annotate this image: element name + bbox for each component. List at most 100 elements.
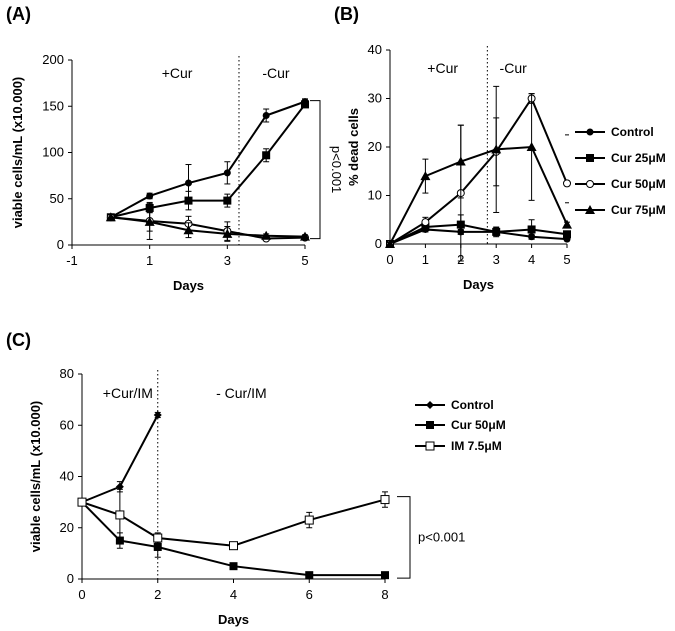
c-data-point — [229, 541, 238, 551]
b-plot — [385, 46, 572, 262]
panel-a-x-axis-title: Days — [173, 278, 204, 293]
panel-b-annotation-minus-cur: -Cur — [500, 60, 528, 76]
b-data-point — [526, 142, 537, 151]
panel-a-xtick: 5 — [301, 253, 308, 268]
panel-c-xtick: 6 — [306, 587, 313, 602]
a-data-point — [146, 192, 154, 200]
panel-b-x-axis-title: Days — [463, 277, 494, 292]
panel-a-y-axis-title: viable cells/mL (x10.000) — [10, 77, 25, 229]
a-data-point — [222, 228, 233, 238]
c-legend-entry — [415, 441, 445, 451]
panel-b-ytick: 30 — [368, 91, 382, 106]
c-data-point — [115, 482, 124, 491]
panel-b-xtick: 3 — [493, 252, 500, 267]
panel-c-annotation-plus-cur-im: +Cur/IM — [103, 385, 153, 401]
b-legend-marker — [586, 180, 594, 188]
a-series-4 — [105, 212, 310, 242]
b-series-line — [389, 223, 568, 245]
c-series-3 — [77, 488, 390, 551]
b-data-point — [420, 171, 431, 181]
a-series-line — [110, 103, 306, 219]
b-legend-entry — [575, 180, 605, 188]
panel-c-xtick: 8 — [381, 587, 388, 602]
panel-c-legend-label: IM 7.5μM — [451, 439, 502, 453]
panel-b-ytick: 10 — [368, 188, 382, 203]
panel-a: (A) -1 1 3 5 0 50 100 150 200 Days viabl… — [6, 4, 344, 293]
panel-b-y-axis-title: % dead cells — [346, 108, 361, 186]
panel-b-xtick: 5 — [563, 252, 570, 267]
c-series-line — [81, 501, 385, 577]
panel-c-xtick: 0 — [78, 587, 85, 602]
panel-a-label: (A) — [6, 4, 31, 24]
panel-b-annotation-plus-cur: +Cur — [427, 60, 458, 76]
panel-a-ytick: 200 — [42, 52, 64, 67]
panel-b-legend-label: Cur 25μM — [611, 151, 666, 165]
a-plot — [68, 56, 310, 249]
panel-c: (C) 0 2 4 6 8 0 20 40 60 80 Days viable … — [6, 330, 506, 627]
c-data-point — [380, 495, 390, 505]
b-data-point — [385, 239, 395, 248]
panel-a-p-value: p<0.001 — [329, 146, 344, 193]
b-legend-entry — [575, 154, 605, 162]
panel-b-legend-label: Control — [611, 125, 654, 139]
a-series-1 — [107, 98, 309, 221]
b-series-line — [389, 228, 568, 245]
a-data-point — [183, 225, 194, 235]
panel-b-label: (B) — [334, 4, 359, 24]
b-data-point — [421, 218, 430, 227]
panel-a-annotation-plus-cur: +Cur — [162, 65, 193, 81]
panel-a-ytick: 0 — [57, 237, 64, 252]
c-data-point — [77, 497, 87, 507]
panel-a-xtick: -1 — [66, 253, 78, 268]
c-data-point — [304, 515, 314, 525]
c-legend-entry — [415, 421, 445, 429]
panel-b-ytick: 20 — [368, 139, 382, 154]
panel-c-xtick: 2 — [154, 587, 161, 602]
c-data-point — [153, 411, 162, 419]
panel-c-label: (C) — [6, 330, 31, 350]
b-legend-marker — [585, 205, 595, 214]
panel-c-y-axis-title: viable cells/mL (x10.000) — [28, 401, 43, 553]
panel-c-x-axis-title: Days — [218, 612, 249, 627]
panel-c-annotation-minus-cur-im: - Cur/IM — [216, 385, 267, 401]
b-legend-marker — [586, 128, 594, 136]
panel-b-legend-label: Cur 50μM — [611, 177, 666, 191]
panel-b-ytick: 40 — [368, 42, 382, 57]
a-data-point — [184, 196, 193, 205]
a-series-line — [110, 216, 306, 238]
b-legend-entry — [575, 128, 605, 136]
a-data-point — [301, 100, 309, 109]
panel-c-ytick: 40 — [60, 469, 74, 484]
panel-a-ytick: 150 — [42, 98, 64, 113]
a-data-point — [262, 112, 270, 119]
c-data-point — [305, 571, 314, 580]
b-data-point — [563, 179, 571, 188]
b-data-point — [491, 144, 502, 154]
panel-c-legend-label: Cur 50μM — [451, 418, 506, 432]
panel-b-ytick: 0 — [375, 236, 382, 251]
b-data-point — [562, 219, 572, 229]
a-significance-bracket — [310, 100, 321, 240]
panel-c-ytick: 80 — [60, 366, 74, 381]
c-legend-marker — [426, 421, 434, 429]
b-series-line — [389, 145, 568, 245]
a-data-point — [185, 179, 192, 187]
b-series-line — [389, 96, 568, 245]
panel-b-legend-label: Cur 75μM — [611, 203, 666, 217]
a-data-point — [105, 212, 116, 222]
panel-b-xtick: 1 — [422, 252, 429, 267]
b-legend-entry — [575, 205, 605, 214]
a-series-line — [110, 100, 306, 219]
panel-a-xtick: 3 — [224, 253, 231, 268]
a-data-point — [223, 169, 231, 177]
b-series-3 — [386, 93, 571, 262]
b-series-4 — [385, 85, 572, 248]
b-data-point — [527, 225, 536, 234]
c-data-point — [153, 533, 163, 543]
b-data-point — [492, 227, 501, 236]
a-data-point — [223, 196, 232, 205]
panel-b-xtick: 0 — [386, 252, 393, 267]
c-significance-bracket — [397, 496, 411, 579]
c-legend-marker — [425, 441, 435, 451]
